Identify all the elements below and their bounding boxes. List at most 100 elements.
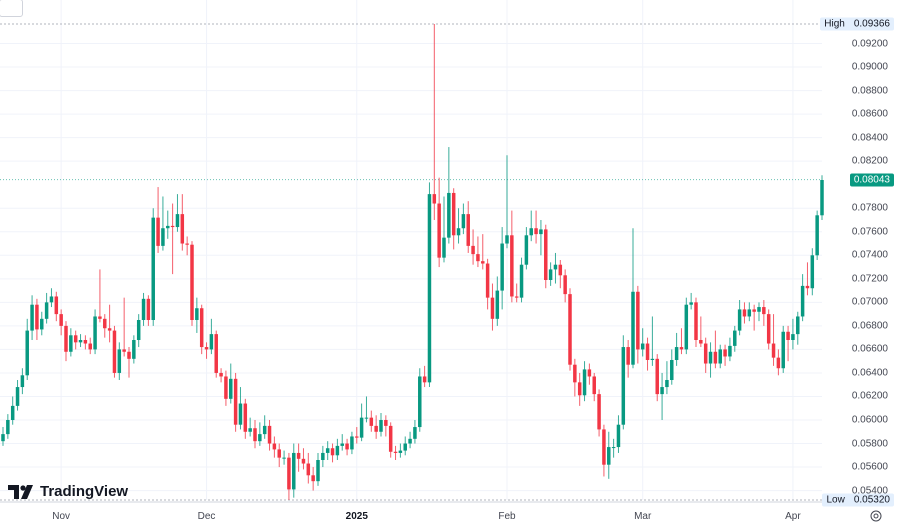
candle-down bbox=[752, 304, 756, 331]
candle-body bbox=[122, 349, 126, 352]
price-tick-label: 0.08200 bbox=[851, 155, 888, 167]
candle-up bbox=[689, 292, 693, 310]
candle-body bbox=[233, 378, 238, 425]
candle-down bbox=[558, 260, 563, 289]
candle-up bbox=[718, 344, 722, 369]
candle-body bbox=[684, 304, 689, 350]
candle-down bbox=[272, 436, 277, 458]
candle-body bbox=[718, 349, 722, 364]
tradingview-logo[interactable]: TradingView bbox=[8, 483, 128, 500]
candle-down bbox=[301, 448, 306, 470]
candle-body bbox=[311, 475, 315, 482]
candle-body bbox=[466, 214, 470, 246]
candle-up bbox=[229, 363, 233, 404]
candle-body bbox=[485, 263, 490, 298]
candle-body bbox=[548, 269, 553, 280]
candle-down bbox=[534, 210, 538, 244]
candle-body bbox=[93, 316, 97, 350]
candle-body bbox=[451, 192, 456, 236]
candle-body bbox=[456, 228, 461, 236]
candle-body bbox=[156, 217, 160, 246]
candle-up bbox=[815, 210, 819, 260]
candle-body bbox=[481, 261, 485, 264]
candle-down bbox=[742, 302, 747, 324]
candle-up bbox=[132, 335, 136, 364]
chart-corner-button[interactable] bbox=[0, 0, 23, 17]
candle-down bbox=[170, 203, 175, 275]
candle-body bbox=[674, 347, 679, 360]
candle-body bbox=[398, 450, 403, 453]
candle-body bbox=[253, 428, 257, 442]
candle-up bbox=[10, 396, 15, 425]
time-tick-label: Mar bbox=[634, 511, 652, 522]
price-tick-label: 0.07000 bbox=[851, 296, 888, 308]
candle-up bbox=[505, 155, 509, 249]
candle-up bbox=[117, 342, 122, 380]
candle-up bbox=[209, 318, 214, 355]
candle-down bbox=[306, 452, 311, 484]
candle-body bbox=[713, 351, 718, 364]
candle-body bbox=[335, 445, 340, 456]
candle-body bbox=[582, 369, 587, 396]
candle-body bbox=[611, 447, 616, 449]
candle-body bbox=[49, 296, 54, 303]
candle-body bbox=[35, 304, 39, 330]
candle-up bbox=[660, 372, 664, 420]
candle-body bbox=[650, 358, 655, 360]
candle-body bbox=[694, 302, 698, 340]
candle-down bbox=[679, 328, 684, 355]
candle-body bbox=[655, 358, 659, 395]
candle-down bbox=[64, 321, 68, 362]
candle-body bbox=[514, 296, 519, 298]
candle-body bbox=[136, 320, 141, 340]
candle-body bbox=[558, 264, 563, 276]
time-tick-label: Feb bbox=[498, 511, 516, 522]
candle-body bbox=[59, 314, 63, 326]
candle-up bbox=[539, 220, 543, 256]
candle-up bbox=[379, 412, 383, 437]
candle-down bbox=[374, 415, 378, 439]
candle-down bbox=[267, 420, 272, 451]
candle-down bbox=[786, 325, 790, 362]
candle-body bbox=[437, 203, 441, 258]
candle-down bbox=[388, 422, 393, 458]
candle-up bbox=[175, 194, 180, 232]
candle-up bbox=[136, 314, 141, 348]
price-tick-label: 0.08400 bbox=[851, 132, 888, 144]
candle-body bbox=[277, 449, 281, 458]
candle-body bbox=[616, 424, 621, 448]
candle-up bbox=[258, 422, 262, 446]
candle-body bbox=[592, 376, 596, 395]
candle-up bbox=[553, 252, 558, 284]
low-price-label: Low 0.05320 bbox=[822, 493, 894, 507]
candle-down bbox=[626, 340, 630, 378]
candle-up bbox=[340, 434, 344, 451]
candle-body bbox=[660, 387, 664, 395]
candle-body bbox=[737, 309, 742, 331]
candle-body bbox=[316, 460, 320, 482]
candle-body bbox=[587, 369, 592, 377]
candle-body bbox=[107, 328, 112, 331]
candle-body bbox=[238, 403, 243, 425]
candle-body bbox=[166, 225, 170, 229]
candle-body bbox=[54, 296, 59, 315]
candle-down bbox=[602, 424, 606, 477]
price-tick-label: 0.08800 bbox=[851, 85, 888, 97]
settings-gear-icon[interactable] bbox=[870, 510, 882, 522]
candle-body bbox=[345, 443, 349, 450]
price-tick-label: 0.06000 bbox=[851, 414, 888, 426]
price-tick-label: 0.05400 bbox=[851, 485, 888, 497]
candle-body bbox=[742, 309, 747, 317]
candle-body bbox=[170, 225, 175, 228]
candle-body bbox=[490, 297, 495, 319]
candle-body bbox=[112, 330, 117, 373]
candle-body bbox=[350, 436, 354, 450]
candle-down bbox=[451, 188, 456, 250]
candle-body bbox=[296, 452, 301, 459]
candle-up bbox=[30, 295, 34, 340]
candle-body bbox=[703, 343, 708, 364]
candle-body bbox=[325, 448, 330, 453]
candle-down bbox=[476, 236, 480, 268]
tradingview-logo-icon bbox=[8, 484, 33, 499]
